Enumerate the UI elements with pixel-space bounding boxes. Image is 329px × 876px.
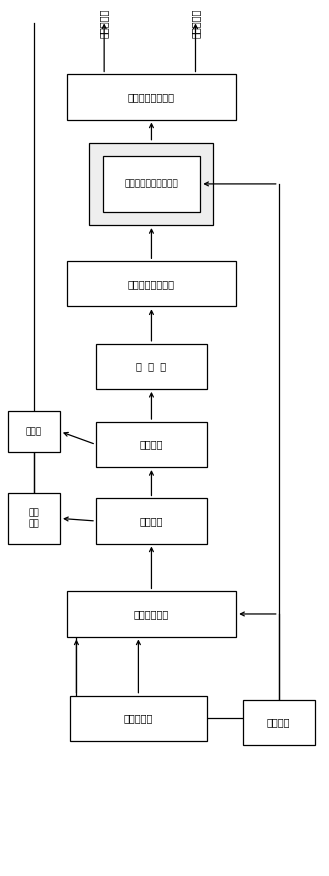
Bar [96, 343, 207, 389]
Text: 脱  水  塔: 脱 水 塔 [137, 362, 166, 371]
Bar [8, 411, 60, 452]
Bar [67, 74, 236, 120]
Bar [89, 143, 214, 225]
Bar [103, 156, 200, 212]
Text: 环氧丙烷: 环氧丙烷 [267, 717, 291, 728]
Bar [70, 696, 207, 741]
Text: 氨水原料槽: 氨水原料槽 [124, 713, 153, 724]
Bar [96, 498, 207, 544]
Text: 二异丙醇胺转化反应器: 二异丙醇胺转化反应器 [125, 180, 178, 188]
Text: 一异丙醇胺: 一异丙醇胺 [99, 9, 109, 38]
Text: 二异丙醇胺精馏塔: 二异丙醇胺精馏塔 [128, 92, 175, 102]
Bar [96, 422, 207, 467]
Bar [243, 700, 315, 745]
Bar [8, 493, 60, 544]
Text: 三异丙醇胺: 三异丙醇胺 [190, 9, 200, 38]
Text: 二级闪蓸: 二级闪蓸 [140, 440, 163, 449]
Text: 冷凝器: 冷凝器 [26, 427, 42, 436]
Text: 尾气
压缩: 尾气 压缩 [29, 509, 39, 528]
Text: 固定床反应器: 固定床反应器 [134, 609, 169, 619]
Text: 一异丙醇胺精馏塔: 一异丙醇胺精馏塔 [128, 279, 175, 289]
Text: 一级闪蓸: 一级闪蓸 [140, 516, 163, 526]
Bar [67, 261, 236, 307]
Bar [67, 591, 236, 637]
